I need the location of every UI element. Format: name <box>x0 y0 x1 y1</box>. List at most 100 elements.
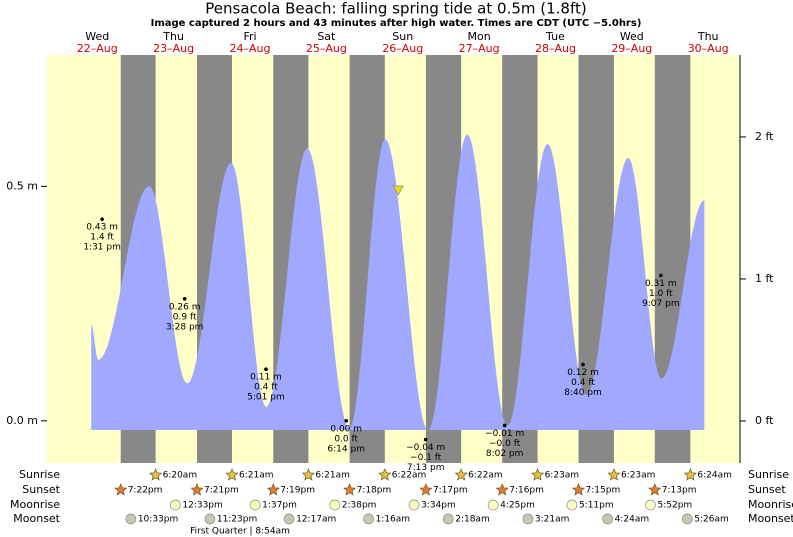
sunset-time: 7:15pm <box>586 486 621 496</box>
low-tide-feet: −0.0 ft <box>489 439 521 449</box>
y2-tick-label: 0 ft <box>755 414 774 427</box>
tide-area <box>91 134 705 431</box>
sunset-icon <box>419 483 433 496</box>
sunset-time: 7:22pm <box>128 486 163 496</box>
low-tide-dot <box>581 362 585 367</box>
weekday-label: Mon <box>467 30 490 43</box>
low-tide-time: 8:40 pm <box>564 388 602 398</box>
current-tide-marker <box>392 185 404 196</box>
sunrise-icon <box>683 468 697 481</box>
moon-phase: First Quarter | 8:54am <box>190 527 290 537</box>
sunrise-icon <box>531 468 545 481</box>
low-tide-feet: 0.4 ft <box>571 378 595 388</box>
weekday-label: Wed <box>85 30 109 43</box>
moonset-time: 4:24am <box>615 515 650 525</box>
moonset-icon <box>522 513 534 525</box>
sunrise-icon <box>378 468 392 481</box>
low-tide-meters: −0.04 m <box>406 443 445 453</box>
moonset-time: 11:23pm <box>217 515 257 525</box>
low-tide-feet: 0.9 ft <box>173 312 197 322</box>
row-label: Sunset <box>748 483 786 496</box>
moonset-icon <box>283 513 295 525</box>
sunset-time: 7:19pm <box>280 486 315 496</box>
low-tide-time: 7:13 pm <box>407 463 445 473</box>
y-tick-label: 0.0 m <box>6 414 38 427</box>
moonrise-time: 5:11pm <box>579 501 614 511</box>
sunrise-icon <box>149 468 163 481</box>
moonrise-time: 1:37pm <box>262 501 297 511</box>
sunrise-time: 6:21am <box>315 471 350 481</box>
moonrise-icon <box>170 499 181 511</box>
y2-tick-label: 1 ft <box>755 272 774 285</box>
weekday-label: Thu <box>162 30 184 43</box>
low-tide-dot <box>344 418 348 423</box>
sunrise-time: 6:22am <box>468 471 503 481</box>
sunset-time: 7:13pm <box>662 486 697 496</box>
moonset-time: 5:26am <box>694 515 729 525</box>
sunset-time: 7:17pm <box>433 486 468 496</box>
moonrise-icon <box>487 499 499 511</box>
moonrise-time: 12:33pm <box>182 501 222 511</box>
sunrise-time: 6:23am <box>621 471 656 481</box>
moonset-time: 1:16am <box>376 515 411 525</box>
sunset-time: 7:21pm <box>204 486 239 496</box>
moonrise-time: 3:34pm <box>421 501 456 511</box>
moonrise-icon <box>566 499 578 511</box>
low-tide-dot <box>423 437 428 442</box>
low-tide-meters: 0.00 m <box>330 424 362 434</box>
row-label: Sunrise <box>19 468 60 481</box>
low-tide-meters: 0.11 m <box>250 373 282 383</box>
sunset-time: 7:16pm <box>509 486 544 496</box>
y-tick-label: 0.5 m <box>6 179 38 192</box>
date-label: 27–Aug <box>459 42 500 55</box>
sunrise-time: 6:22am <box>392 471 427 481</box>
row-label: Moonset <box>748 512 793 525</box>
weekday-label: Sat <box>317 30 336 43</box>
sunrise-icon <box>607 468 621 481</box>
sunset-icon <box>114 483 128 496</box>
chart-subtitle: Image captured 2 hours and 43 minutes af… <box>151 18 642 29</box>
chart-title: Pensacola Beach: falling spring tide at … <box>205 0 586 18</box>
sunset-icon <box>648 483 662 496</box>
low-tide-time: 1:31 pm <box>83 243 121 253</box>
low-tide-time: 9:07 pm <box>642 299 680 309</box>
low-tide-dot <box>182 297 187 301</box>
moonset-icon <box>125 513 137 525</box>
date-label: 26–Aug <box>382 42 423 55</box>
low-tide-time: 6:14 pm <box>327 444 365 454</box>
moonset-time: 12:17am <box>296 515 336 525</box>
moonset-icon <box>602 513 613 525</box>
moonset-icon <box>681 513 693 525</box>
sunrise-icon <box>454 468 468 481</box>
weekday-label: Wed <box>620 30 644 43</box>
sunset-icon <box>190 483 204 496</box>
weekday-label: Thu <box>697 30 719 43</box>
weekday-label: Sun <box>392 30 413 43</box>
low-tide-feet: 0.0 ft <box>334 434 358 444</box>
date-label: 25–Aug <box>306 42 347 55</box>
date-label: 24–Aug <box>230 42 271 55</box>
moonset-time: 3:21am <box>535 515 570 525</box>
sunrise-time: 6:24am <box>697 471 732 481</box>
moonrise-time: 4:25pm <box>500 501 535 511</box>
sunset-icon <box>343 483 357 496</box>
low-tide-time: 8:02 pm <box>486 449 524 459</box>
sunset-time: 7:18pm <box>357 486 392 496</box>
low-tide-dot <box>659 273 663 278</box>
moonset-time: 2:18am <box>455 515 490 525</box>
low-tide-feet: 1.4 ft <box>90 233 114 243</box>
low-tide-dot <box>100 217 104 221</box>
row-label: Sunrise <box>748 468 789 481</box>
low-tide-feet: 0.4 ft <box>254 383 278 393</box>
low-tide-meters: 0.12 m <box>567 368 599 378</box>
moonrise-icon <box>249 499 261 511</box>
date-label: 30–Aug <box>688 42 729 55</box>
weekday-label: Fri <box>243 30 256 43</box>
low-tide-feet: 1.0 ft <box>649 289 673 299</box>
sunset-icon <box>266 483 280 496</box>
moonrise-icon <box>645 499 656 511</box>
low-tide-dot <box>502 423 507 428</box>
sunrise-time: 6:21am <box>239 471 273 481</box>
sunrise-time: 6:23am <box>545 471 580 481</box>
